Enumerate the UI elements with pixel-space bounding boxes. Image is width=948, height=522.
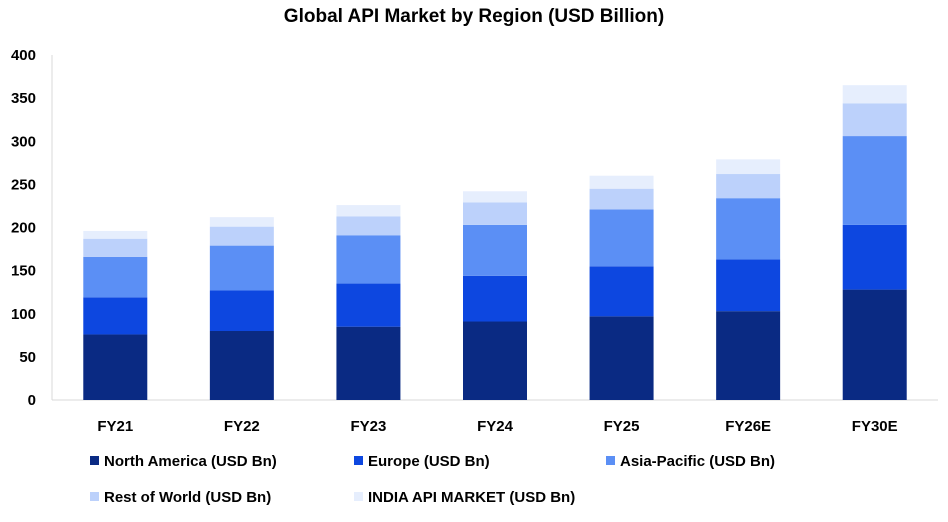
bar-segment [716, 311, 781, 400]
bar-segment [463, 224, 527, 276]
y-tick-label: 400 [11, 47, 36, 64]
legend-label: Rest of World (USD Bn) [104, 489, 271, 506]
bar-segment [589, 188, 654, 210]
bar-segment [83, 238, 148, 257]
chart-title: Global API Market by Region (USD Billion… [284, 6, 664, 27]
y-tick-label: 100 [11, 306, 36, 323]
bar-segment [716, 159, 781, 175]
x-tick-label: FY23 [350, 418, 386, 435]
x-tick-label: FY24 [477, 418, 514, 435]
bar-segment [842, 136, 907, 225]
x-tick-label: FY26E [725, 418, 771, 435]
x-axis-ticks: FY21 FY22 FY23 FY24 FY25 FY26E FY30E [97, 418, 897, 435]
legend-swatch [354, 456, 363, 465]
bar-segment [463, 191, 527, 203]
y-axis-ticks: 0 50 100 150 200 250 300 350 400 [11, 47, 36, 409]
bar-segment [716, 259, 781, 312]
legend: North America (USD Bn) Europe (USD Bn) Asi… [90, 453, 775, 506]
x-tick-label: FY22 [224, 418, 260, 435]
bar-segment [209, 217, 274, 227]
legend-swatch [606, 456, 615, 465]
bar-segment [336, 216, 401, 236]
bar-segment [83, 334, 148, 400]
bar-segment [209, 290, 274, 331]
bar-segment [589, 175, 654, 189]
y-tick-label: 200 [11, 220, 36, 237]
bars-group [83, 85, 907, 400]
bar-segment [589, 266, 654, 317]
bar-segment [463, 321, 527, 400]
bar-segment [463, 275, 527, 322]
legend-label: North America (USD Bn) [104, 453, 277, 470]
x-tick-label: FY30E [852, 418, 898, 435]
bar-segment [336, 283, 401, 327]
legend-swatch [354, 492, 363, 501]
bar-segment [842, 85, 907, 104]
bar-segment [209, 226, 274, 246]
legend-swatch [90, 456, 99, 465]
bar-segment [463, 202, 527, 225]
y-tick-label: 350 [11, 90, 36, 107]
bar-segment [209, 245, 274, 291]
y-tick-label: 150 [11, 263, 36, 280]
bar-segment [842, 103, 907, 137]
bar-segment [589, 316, 654, 400]
bar-segment [842, 224, 907, 290]
legend-label: INDIA API MARKET (USD Bn) [368, 489, 575, 506]
bar-segment [209, 331, 274, 400]
y-tick-label: 300 [11, 133, 36, 150]
bar-segment [336, 205, 401, 217]
bar-segment [589, 209, 654, 267]
y-tick-label: 0 [28, 392, 36, 409]
legend-label: Europe (USD Bn) [368, 453, 490, 470]
bar-segment [336, 326, 401, 400]
bar-segment [842, 289, 907, 400]
x-tick-label: FY21 [97, 418, 133, 435]
bar-segment [83, 256, 148, 298]
bar-segment [83, 230, 148, 239]
y-tick-label: 50 [19, 349, 36, 366]
bar-segment [83, 297, 148, 335]
x-tick-label: FY25 [604, 418, 640, 435]
y-tick-label: 250 [11, 176, 36, 193]
bar-segment [716, 174, 781, 199]
bar-segment [716, 198, 781, 260]
legend-swatch [90, 492, 99, 501]
legend-label: Asia-Pacific (USD Bn) [620, 453, 775, 470]
bar-segment [336, 235, 401, 284]
